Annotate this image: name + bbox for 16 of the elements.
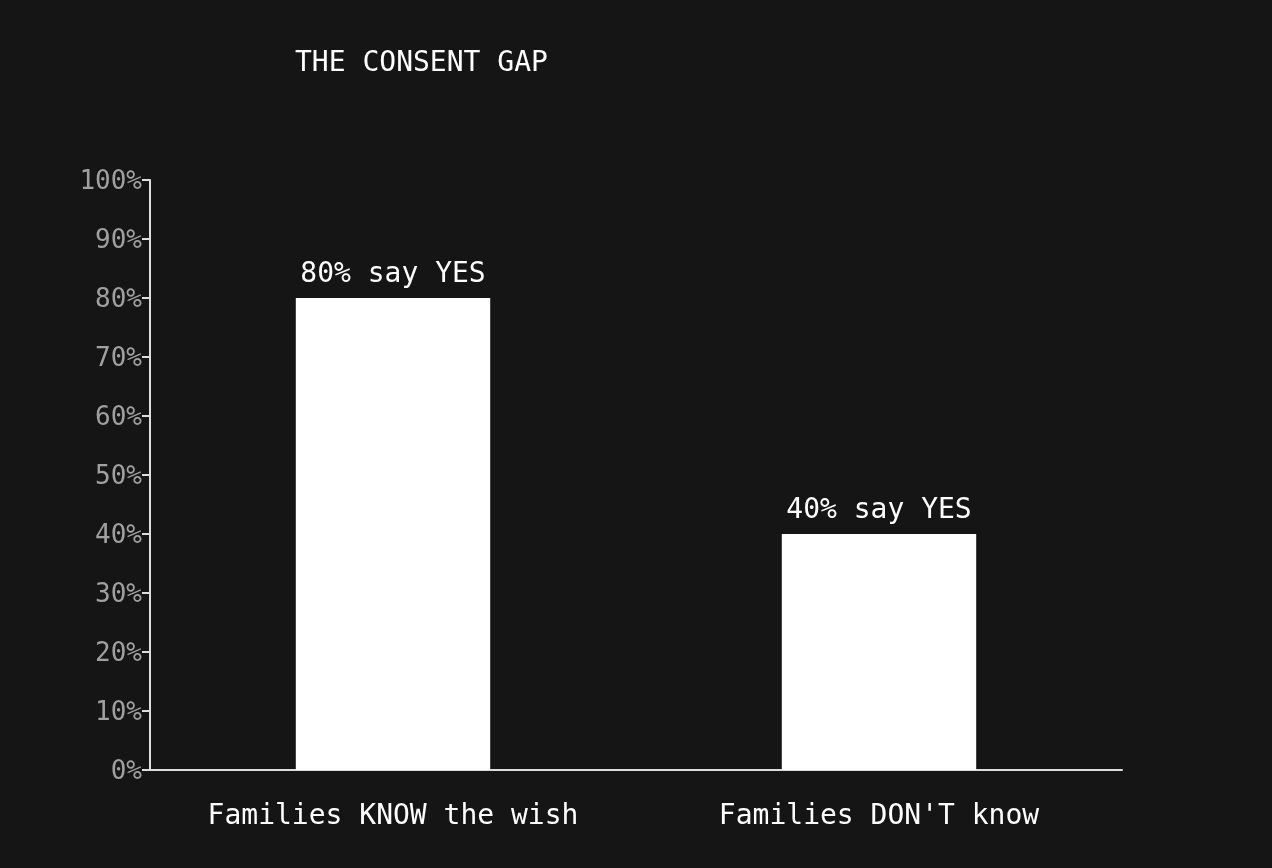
y-tick-label: 40% xyxy=(95,519,143,549)
x-tick-label: Families KNOW the wish xyxy=(207,797,579,831)
y-tick-label: 30% xyxy=(95,578,143,608)
y-tick-label: 90% xyxy=(95,224,143,254)
y-tick-label: 100% xyxy=(79,165,143,195)
y-tick-label: 10% xyxy=(95,696,143,726)
y-tick-label: 80% xyxy=(95,283,143,313)
y-tick-label: 50% xyxy=(95,460,143,490)
data-label: 80% say YES xyxy=(300,255,486,289)
data-label: 40% say YES xyxy=(786,491,972,525)
y-tick-label: 20% xyxy=(95,637,143,667)
x-tick-label: Families DON'T know xyxy=(718,797,1040,831)
chart-title: THE CONSENT GAP xyxy=(295,44,548,78)
y-tick-label: 0% xyxy=(110,755,143,785)
y-tick-label: 70% xyxy=(95,342,143,372)
y-tick-label: 60% xyxy=(95,401,143,431)
